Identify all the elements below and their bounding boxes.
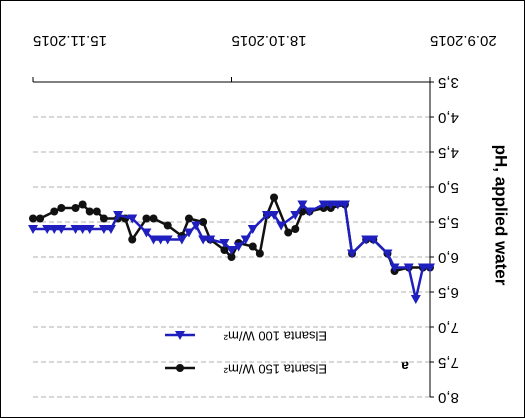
data-point	[247, 225, 258, 234]
data-point	[417, 263, 428, 273]
data-point	[183, 228, 194, 238]
data-point	[155, 235, 166, 245]
y-tick-label: 8,0	[438, 389, 459, 406]
data-point	[84, 225, 95, 234]
data-point	[290, 211, 301, 220]
data-point	[403, 263, 414, 273]
data-point	[410, 295, 421, 304]
data-point	[291, 225, 300, 233]
data-point	[149, 214, 158, 223]
data-point	[269, 211, 280, 220]
data-point	[276, 221, 287, 231]
data-point	[163, 221, 172, 230]
data-point	[205, 235, 216, 245]
data-point	[71, 204, 80, 212]
data-point	[304, 207, 315, 217]
data-point	[191, 221, 202, 231]
x-tick-label: 18.10.2015	[232, 32, 307, 49]
data-point	[227, 253, 236, 261]
data-point	[105, 225, 116, 234]
data-point	[382, 249, 393, 259]
data-point	[50, 207, 59, 216]
data-point	[199, 218, 208, 226]
data-point	[29, 214, 37, 223]
data-point	[148, 235, 159, 245]
x-tick-label: 15.11.2015	[33, 32, 107, 49]
data-point	[226, 246, 237, 255]
data-point	[113, 211, 124, 220]
data-point	[240, 235, 251, 245]
data-point	[248, 242, 257, 251]
legend-marker	[175, 331, 185, 340]
data-point	[184, 214, 193, 223]
data-point	[36, 214, 45, 223]
rotated-chart: pH, applied water a 3,5 4,0 4,5 5,0 5,5 6,0 6,…	[28, 32, 511, 406]
legend-label: Elsanta 100 W/m²	[223, 329, 327, 344]
data-point	[128, 235, 137, 244]
data-point	[219, 239, 230, 248]
data-point	[220, 246, 229, 254]
data-point	[284, 228, 293, 237]
y-tick-label: 4,0	[438, 109, 459, 126]
y-tick-label: 7,5	[438, 354, 459, 371]
data-point	[77, 225, 88, 234]
annotation: a	[401, 358, 409, 374]
data-point	[255, 249, 264, 258]
data-point	[56, 225, 67, 234]
data-point	[57, 204, 66, 212]
data-point	[325, 200, 336, 210]
data-point	[85, 207, 94, 216]
x-tick-label: 20.9.2015	[430, 32, 497, 49]
data-point	[141, 228, 152, 238]
y-tick-label: 5,0	[438, 179, 459, 196]
data-point	[49, 225, 60, 234]
y-tick-label: 6,5	[438, 284, 459, 301]
data-point	[270, 193, 279, 202]
data-point	[42, 225, 53, 234]
y-tick-label: 5,5	[438, 214, 459, 231]
data-point	[162, 235, 173, 245]
data-point	[318, 200, 329, 210]
data-point	[332, 200, 343, 210]
y-tick-label: 7,0	[438, 319, 459, 336]
data-point	[99, 214, 108, 223]
data-point	[70, 225, 81, 234]
data-point	[347, 249, 358, 259]
data-point	[98, 225, 109, 234]
y-axis-label: pH, applied water	[492, 145, 511, 286]
data-point	[142, 214, 151, 223]
data-point	[233, 242, 244, 252]
data-point	[176, 235, 187, 245]
data-point	[339, 200, 350, 210]
data-point	[361, 235, 372, 245]
data-point	[127, 214, 138, 224]
y-tick-label: 3,5	[438, 74, 459, 91]
data-point	[28, 225, 38, 234]
data-point	[297, 200, 308, 210]
data-point	[78, 200, 87, 209]
data-point	[425, 263, 435, 273]
data-point	[261, 211, 272, 220]
data-point	[198, 235, 209, 245]
y-tick-label: 4,5	[438, 144, 459, 161]
data-point	[368, 235, 379, 245]
data-point	[389, 263, 400, 273]
legend-marker	[176, 364, 184, 372]
data-point	[92, 207, 101, 216]
legend-label: Elsanta 150 W/m²	[223, 362, 327, 377]
y-tick-label: 6,0	[438, 249, 459, 266]
